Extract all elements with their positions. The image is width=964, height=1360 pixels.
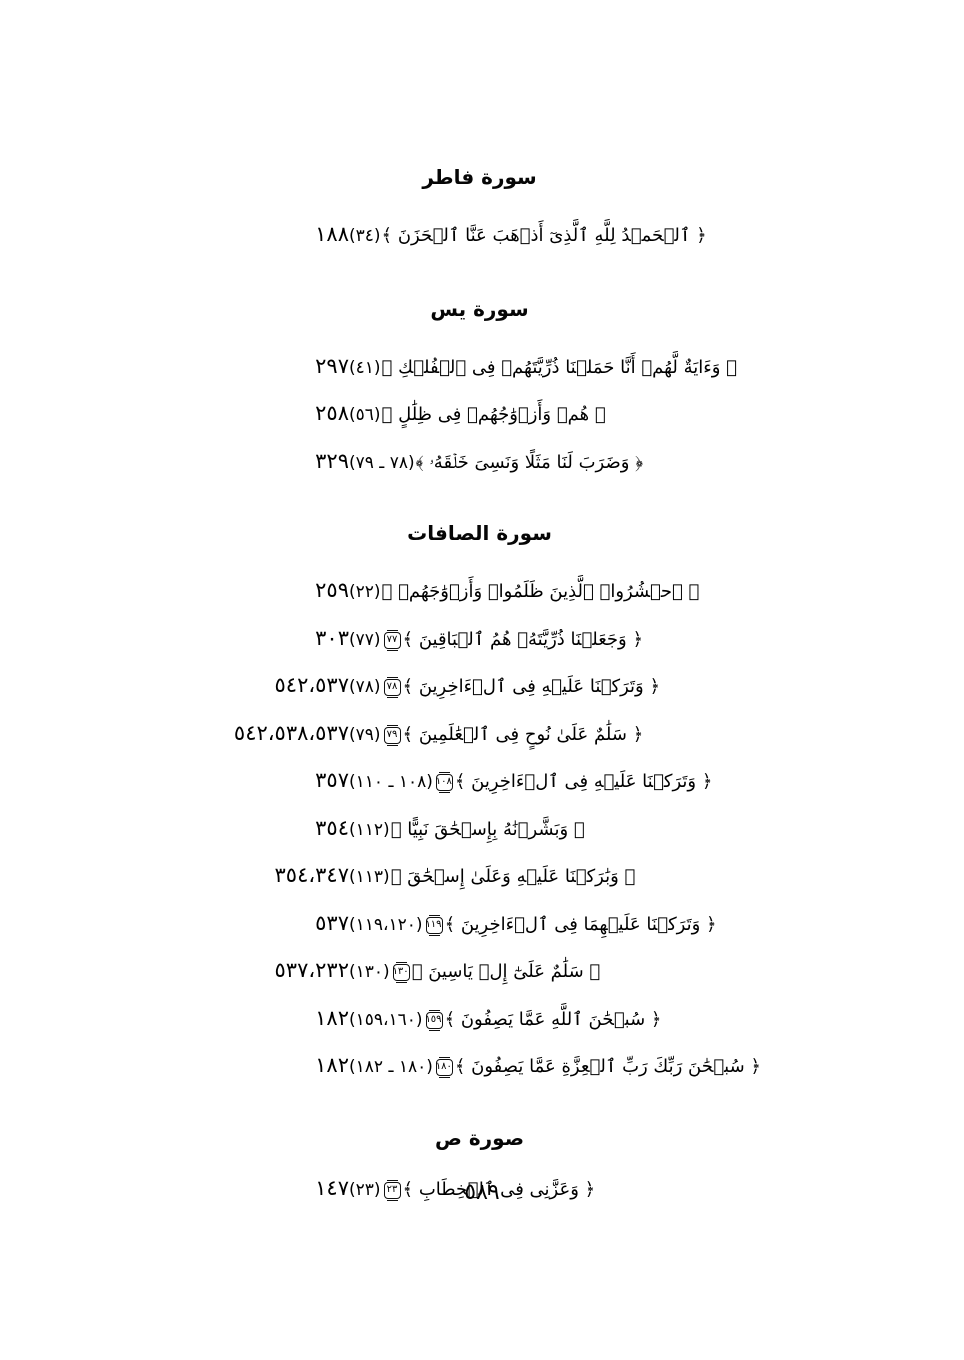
ayah-reference: (٧٩)	[349, 724, 381, 745]
page-reference: ٣٠٣	[315, 625, 349, 650]
ayah-end-marker-icon: ١٥٩	[425, 1009, 443, 1031]
index-entry: ٥٣٧ ﴿ وَتَرَكۡنَا عَلَيۡهِمَا فِى ٱلۡءَا…	[130, 908, 829, 940]
index-entry: ١٤٧ ﴿ وَعَزَّنِى فِى ٱلۡخِطَابِ ﴾٢٣(٢٣)	[130, 1173, 829, 1205]
ayah-end-marker-icon: ١١٩	[425, 914, 443, 936]
verse-line: ﴿ وَعَزَّنِى فِى ٱلۡخِطَابِ ﴾٢٣(٢٣)	[349, 1175, 829, 1204]
ayah-text: ﴿ وَجَعَلۡنَا ذُرِّيَّتَهُۥ هُمُ ٱلۡبَاق…	[402, 628, 644, 650]
ayah-reference: (٤١)	[349, 357, 381, 378]
surah-heading-sad: صورة ص	[434, 1125, 525, 1150]
ayah-reference: (٧٧)	[349, 629, 381, 650]
ayah-reference: (١٥٩،١٦٠)	[349, 1009, 423, 1030]
index-entry: ٣٥٤ ﴿ وَبَشَّرۡنَٰهُ بِإِسۡحَٰقَ نَبِيًّ…	[130, 813, 829, 845]
verse-line: ﴿ وَبَٰرَكۡنَا عَلَيۡهِ وَعَلَىٰ إِسۡحَٰ…	[349, 862, 829, 891]
ayah-reference: (١٣٠)	[349, 962, 390, 982]
index-entry: ٣٥٤،٣٤٧ ﴿ وَبَٰرَكۡنَا عَلَيۡهِ وَعَلَىٰ…	[130, 860, 829, 892]
index-entry: ٥٣٧،٢٣٢ ﴿ سَلَٰمٌ عَلَىٰٓ إِلۡ يَاسِينَ …	[130, 955, 829, 987]
ayah-text: ﴿ سَلَٰمٌ عَلَىٰٓ إِلۡ يَاسِينَ ﴾	[411, 961, 601, 982]
page-reference: ٢٥٩	[315, 578, 349, 602]
ayah-reference: (٢٣)	[349, 1179, 381, 1200]
ayah-reference: (٥٦)	[349, 405, 381, 425]
index-entry: ١٨٢ ﴿ سُبۡحَٰنَ رَبِّكَ رَبِّ ٱلۡعِزَّةِ…	[130, 1050, 829, 1082]
surah-heading-yasin: سورة يس	[430, 296, 529, 321]
page-reference: ٣٥٤	[315, 815, 349, 840]
verse-line: ﴿ وَبَشَّرۡنَٰهُ بِإِسۡحَٰقَ نَبِيًّا ﴾(…	[349, 815, 829, 844]
ayah-text: ﴿ وَتَرَكۡنَا عَلَيۡهِمَا فِى ٱلۡءَاخِرِ…	[444, 913, 717, 935]
surah-heading-fatir: سورة فاطر	[422, 165, 537, 189]
verse-line: ﴿ سَلَٰمٌ عَلَىٰٓ إِلۡ يَاسِينَ ﴾١٣٠(١٣٠…	[349, 957, 829, 986]
page-folio-number: ٥٨٩	[464, 1180, 500, 1205]
ayah-reference: (٧٨)	[349, 677, 381, 697]
verse-line: ﴿ وَتَرَكۡنَا عَلَيۡهِ فِى ٱلۡءَاخِرِينَ…	[349, 672, 829, 701]
ayah-end-marker-icon: ١٨٠	[436, 1057, 453, 1078]
verse-line: ﴿ سَلَٰمٌ عَلَىٰ نُوحٍ فِى ٱلۡعَٰلَمِينَ…	[349, 720, 829, 749]
ayah-end-marker-icon: ٧٧	[383, 629, 401, 651]
index-entry: ٢٥٩ ﴿ ٱحۡشُرُوا۟ ٱلَّذِينَ ظَلَمُوا۟ وَأ…	[130, 575, 829, 607]
verse-line: ﴿ هُمۡ وَأَزۡوَٰجُهُمۡ فِى ظِلَٰلٍ ﴾(٥٦)	[349, 400, 829, 429]
ayah-text: ﴿ وَعَزَّنِى فِى ٱلۡخِطَابِ ﴾	[402, 1178, 596, 1200]
ayah-reference: (٣٤)	[349, 226, 381, 246]
ayah-end-marker-icon: ٢٣	[383, 1179, 401, 1201]
index-entry: ٥٤٢،٥٣٧ ﴿ وَتَرَكۡنَا عَلَيۡهِ فِى ٱلۡءَ…	[130, 670, 829, 702]
page-reference: ٥٤٢،٥٣٨،٥٣٧	[233, 720, 349, 745]
ayah-text: ﴿ وَءَايَةٌ لَّهُمۡ أَنَّا حَمَلۡنَا ذُر…	[381, 356, 738, 378]
verse-line: ﴿ وَجَعَلۡنَا ذُرِّيَّتَهُۥ هُمُ ٱلۡبَاق…	[349, 625, 829, 654]
ayah-text: ﴿ سُبۡحَٰنَ رَبِّكَ رَبِّ ٱلۡعِزَّةِ عَم…	[454, 1056, 761, 1077]
ayah-reference: (١١٢)	[349, 819, 390, 840]
ayah-reference: (٧٨ ـ ٧٩)	[349, 452, 415, 473]
index-entry: ١٨٢ ﴿ سُبۡحَٰنَ ٱللَّهِ عَمَّا يَصِفُونَ…	[130, 1003, 829, 1035]
index-entry: ٢٥٨ ﴿ هُمۡ وَأَزۡوَٰجُهُمۡ فِى ظِلَٰلٍ ﴾…	[130, 398, 829, 430]
ayah-reference: (١١٩،١٢٠)	[349, 914, 423, 935]
ayah-end-marker-icon: ٧٩	[383, 724, 401, 746]
ayah-end-marker-icon: ١٣٠	[393, 962, 410, 983]
index-entry: ٣٠٣ ﴿ وَجَعَلۡنَا ذُرِّيَّتَهُۥ هُمُ ٱلۡ…	[130, 623, 829, 655]
ayah-text: ﴿ هُمۡ وَأَزۡوَٰجُهُمۡ فِى ظِلَٰلٍ ﴾	[381, 404, 606, 425]
ayah-text: ﴿ وَبَشَّرۡنَٰهُ بِإِسۡحَٰقَ نَبِيًّا ﴾	[390, 818, 585, 840]
page-reference: ٢٥٨	[315, 401, 349, 425]
ayah-text: ﴿ سُبۡحَٰنَ ٱللَّهِ عَمَّا يَصِفُونَ ﴾	[444, 1008, 662, 1030]
ayah-text: ﴿ ٱلۡحَمۡدُ لِلَّهِ ٱلَّذِىٓ أَذۡهَبَ عَ…	[381, 225, 707, 246]
index-entry: ٣٢٩ ﴿ وَضَرَبَ لَنَا مَثَلًا وَنَسِىَ خَ…	[130, 446, 829, 478]
ayah-reference: (٢٢)	[349, 582, 381, 602]
index-entry: ٣٥٧ ﴿ وَتَرَكۡنَا عَلَيۡهِ فِى ٱلۡءَاخِر…	[130, 765, 829, 797]
verse-line: ﴿ ٱلۡحَمۡدُ لِلَّهِ ٱلَّذِىٓ أَذۡهَبَ عَ…	[349, 221, 829, 250]
ayah-reference: (١١٣)	[349, 867, 390, 887]
ayah-text: ﴿ وَتَرَكۡنَا عَلَيۡهِ فِى ٱلۡءَاخِرِينَ…	[402, 676, 661, 697]
verse-line: ﴿ سُبۡحَٰنَ رَبِّكَ رَبِّ ٱلۡعِزَّةِ عَم…	[349, 1052, 829, 1081]
page-reference: ٥٤٢،٥٣٧	[274, 673, 349, 697]
verse-line: ﴿ وَتَرَكۡنَا عَلَيۡهِمَا فِى ٱلۡءَاخِرِ…	[349, 910, 829, 939]
page-reference: ١٨٨	[315, 222, 349, 246]
index-entry: ٢٩٧ ﴿ وَءَايَةٌ لَّهُمۡ أَنَّا حَمَلۡنَا…	[130, 351, 829, 383]
ayah-reference: (١٠٨ ـ ١١٠)	[349, 772, 433, 792]
verse-line: ﴿ سُبۡحَٰنَ ٱللَّهِ عَمَّا يَصِفُونَ ﴾١٥…	[349, 1005, 829, 1034]
verse-line: ﴿ وَضَرَبَ لَنَا مَثَلًا وَنَسِىَ خَلۡقَ…	[349, 448, 829, 477]
verse-line: ﴿ ٱحۡشُرُوا۟ ٱلَّذِينَ ظَلَمُوا۟ وَأَزۡو…	[349, 577, 829, 606]
verse-line: ﴿ وَءَايَةٌ لَّهُمۡ أَنَّا حَمَلۡنَا ذُر…	[349, 353, 829, 382]
ayah-end-marker-icon: ١٠٨	[436, 772, 453, 793]
page-reference: ٣٢٩	[315, 448, 349, 473]
ayah-text: ﴿ سَلَٰمٌ عَلَىٰ نُوحٍ فِى ٱلۡعَٰلَمِينَ…	[402, 723, 644, 745]
ayah-reference: (١٨٠ ـ ١٨٢)	[349, 1057, 433, 1077]
page-reference: ١٨٢	[315, 1053, 349, 1077]
page-reference: ٥٣٧	[315, 910, 349, 935]
ayah-text: ﴿ وَضَرَبَ لَنَا مَثَلًا وَنَسِىَ خَلۡقَ…	[415, 451, 644, 473]
page-reference: ١٤٧	[315, 1175, 349, 1200]
page-reference: ٣٥٧	[315, 768, 349, 792]
index-content: سورة فاطر ١٨٨ ﴿ ٱلۡحَمۡدُ لِلَّهِ ٱلَّذِ…	[130, 165, 829, 1360]
ayah-text: ﴿ وَتَرَكۡنَا عَلَيۡهِ فِى ٱلۡءَاخِرِينَ…	[454, 771, 713, 792]
page-reference: ٢٩٧	[315, 353, 349, 378]
ayah-end-marker-icon: ٧٨	[383, 677, 401, 698]
page-reference: ١٨٢	[315, 1005, 349, 1030]
page-reference: ٣٥٤،٣٤٧	[274, 863, 349, 887]
verse-line: ﴿ وَتَرَكۡنَا عَلَيۡهِ فِى ٱلۡءَاخِرِينَ…	[349, 767, 829, 796]
index-entry: ١٨٨ ﴿ ٱلۡحَمۡدُ لِلَّهِ ٱلَّذِىٓ أَذۡهَب…	[130, 219, 829, 251]
surah-heading-saffat: سورة الصافات	[407, 521, 552, 545]
ayah-text: ﴿ ٱحۡشُرُوا۟ ٱلَّذِينَ ظَلَمُوا۟ وَأَزۡو…	[381, 581, 700, 602]
ayah-text: ﴿ وَبَٰرَكۡنَا عَلَيۡهِ وَعَلَىٰ إِسۡحَٰ…	[390, 866, 636, 887]
index-entry: ٥٤٢،٥٣٨،٥٣٧ ﴿ سَلَٰمٌ عَلَىٰ نُوحٍ فِى ٱ…	[130, 718, 829, 750]
page-reference: ٥٣٧،٢٣٢	[274, 958, 349, 982]
